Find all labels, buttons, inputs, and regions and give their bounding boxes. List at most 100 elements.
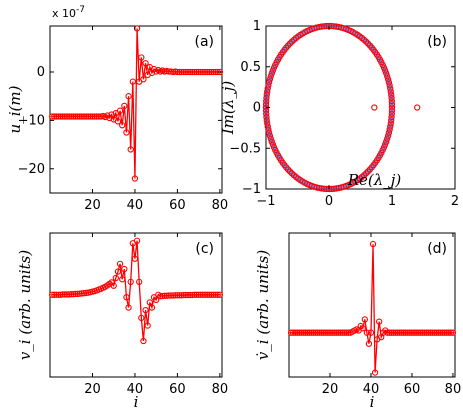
data-point	[214, 291, 221, 298]
data-point	[189, 291, 196, 299]
panel-a: 20 40 60 80 −20 −10 0 (a) x 10-7 u_i(m)	[6, 5, 228, 213]
x-tick-label: 2	[451, 194, 459, 209]
data-point	[287, 329, 295, 336]
data-point	[186, 68, 194, 76]
data-point	[193, 68, 200, 76]
data-point	[294, 329, 301, 336]
data-point	[131, 255, 139, 262]
data-point	[394, 329, 401, 336]
data-point	[308, 329, 315, 336]
data-point	[82, 113, 90, 120]
data-point	[212, 291, 219, 298]
x-tick-label: 80	[212, 198, 229, 213]
x-tick-label: 80	[212, 382, 229, 397]
data-point	[345, 329, 352, 336]
data-point	[291, 329, 299, 336]
data-point	[184, 68, 192, 76]
data-point	[48, 113, 56, 120]
data-point	[80, 290, 88, 297]
eigenvalue-outlier	[371, 104, 378, 111]
data-point	[326, 329, 334, 336]
data-point	[74, 113, 81, 120]
data-point	[59, 113, 66, 120]
panel-c: 20 40 60 80 (c) i v_i (arb. units)	[16, 232, 229, 409]
x-tick-label: 1	[388, 194, 396, 209]
exponent-power: -7	[76, 5, 85, 15]
data-point	[439, 329, 446, 336]
data-point	[343, 329, 350, 336]
data-point	[298, 329, 305, 336]
data-point	[206, 291, 213, 298]
data-point	[435, 329, 442, 336]
y-tick-label: 1	[253, 19, 261, 34]
data-point	[68, 113, 75, 120]
data-point	[398, 329, 405, 336]
data-point	[51, 113, 58, 120]
data-point	[167, 292, 175, 299]
x-tick-label: 40	[363, 382, 380, 397]
data-point	[191, 68, 198, 76]
data-point	[57, 291, 64, 298]
data-point	[172, 292, 179, 299]
data-point	[216, 68, 224, 76]
series-line	[291, 244, 453, 373]
data-point	[123, 129, 130, 136]
data-point	[203, 291, 211, 298]
data-point	[78, 290, 86, 297]
data-point	[70, 291, 77, 298]
panel-b: −1 0 1 2 −1 −0.5 0 0.5 1 (b) Re(λ_j) Im(λ_j)	[219, 19, 459, 209]
x-axis-label: i	[134, 393, 139, 409]
data-point	[433, 329, 440, 336]
data-point	[437, 329, 444, 336]
eigenvalue-outlier	[414, 104, 421, 111]
data-point	[363, 329, 371, 336]
data-point	[447, 329, 455, 336]
data-point	[195, 68, 202, 76]
data-point	[324, 329, 332, 336]
data-point	[203, 68, 211, 76]
data-point	[427, 329, 434, 336]
plot-frame-b	[265, 25, 456, 190]
data-point	[63, 291, 71, 298]
data-point	[119, 122, 126, 129]
data-point	[125, 93, 132, 100]
data-point	[410, 329, 418, 336]
x-tick-label: 40	[127, 382, 144, 397]
x-tick-label: 60	[169, 382, 186, 397]
panel-label: (d)	[427, 241, 447, 257]
data-point	[138, 314, 145, 322]
data-point	[208, 291, 215, 298]
data-point	[138, 54, 145, 61]
data-point	[365, 340, 373, 347]
data-point	[112, 274, 119, 282]
data-point	[133, 237, 141, 244]
data-point	[332, 329, 340, 336]
data-point	[388, 329, 395, 336]
data-point	[153, 296, 160, 304]
data-point	[443, 329, 450, 336]
data-point	[142, 60, 149, 67]
data-point	[414, 329, 422, 336]
data-point	[441, 329, 448, 336]
data-point	[61, 113, 69, 120]
data-point	[176, 68, 183, 76]
data-point	[127, 146, 134, 153]
data-point	[89, 113, 96, 120]
data-point	[53, 113, 60, 120]
data-point	[199, 291, 207, 298]
x-tick-label: 60	[169, 198, 186, 213]
data-point	[76, 113, 83, 120]
data-point	[216, 291, 224, 298]
data-point	[146, 299, 153, 306]
data-point	[87, 113, 94, 120]
data-point	[57, 113, 64, 120]
data-point	[70, 113, 77, 120]
data-point	[367, 329, 375, 336]
data-point	[392, 329, 399, 336]
y-tick-label: −10	[18, 113, 45, 128]
data-point	[121, 265, 128, 273]
plot-frame-d	[288, 232, 456, 378]
data-point	[61, 291, 69, 298]
data-point	[208, 68, 215, 76]
data-point	[206, 68, 213, 76]
